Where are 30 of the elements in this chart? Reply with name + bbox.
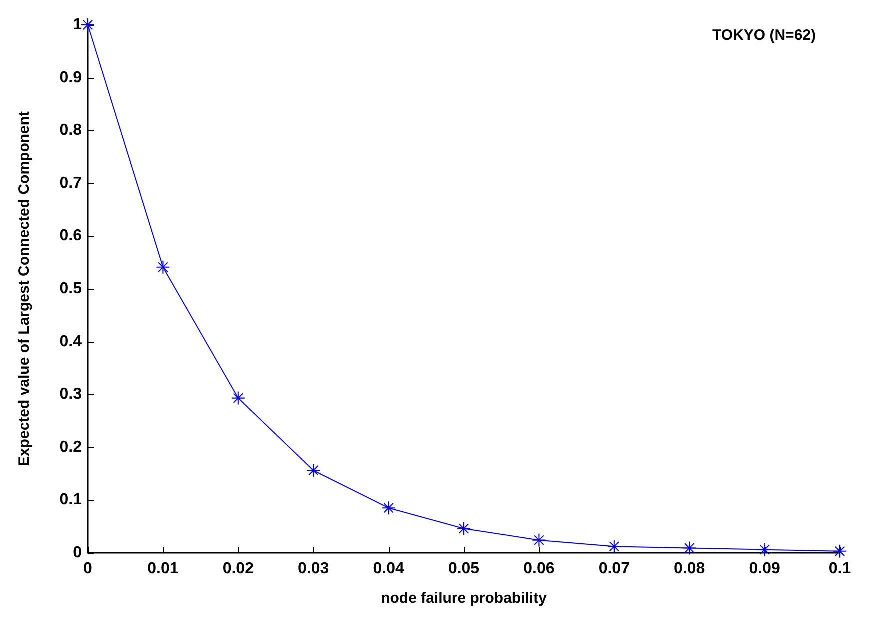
y-tick-label: 0 [73, 544, 82, 562]
y-tick-label: 0.4 [60, 333, 82, 350]
y-tick-label: 0.8 [60, 122, 82, 140]
x-tick-label: 0 [84, 560, 93, 578]
x-tick-label: 0.09 [749, 560, 780, 578]
annotation: TOKYO (N=62) [712, 27, 816, 44]
x-tick-label: 0.03 [298, 560, 330, 578]
point [82, 18, 94, 32]
y-tick-label: 0.1 [60, 492, 82, 509]
x-tick-label: 0.04 [373, 560, 404, 578]
x-tick-label: 0.01 [148, 560, 179, 578]
y-tick-label: 0.2 [60, 438, 82, 456]
x-tick-label: 0.08 [674, 560, 706, 578]
x-axis-title: node failure probability [381, 590, 548, 607]
point [307, 464, 320, 478]
x-tick-label: 0.06 [524, 560, 555, 578]
y-tick-label: 0.3 [60, 386, 82, 404]
point [683, 542, 696, 555]
y-axis-title: Expected value of Largest Connected Component [16, 111, 33, 467]
x-tick-label: 0.02 [222, 560, 254, 578]
y-tick-label: 0.7 [60, 174, 82, 192]
y-tick-label: 0.9 [60, 69, 82, 86]
point [834, 544, 846, 558]
y-tick-label: 0.5 [60, 280, 82, 298]
x-tick-label: 0.05 [448, 560, 480, 578]
y-tick-label: 1 [73, 16, 82, 34]
x-tick-label: 0.1 [828, 560, 852, 578]
x-tick-label: 0.07 [598, 560, 630, 578]
point [758, 543, 772, 556]
y-tick-label: 0.6 [60, 228, 82, 245]
